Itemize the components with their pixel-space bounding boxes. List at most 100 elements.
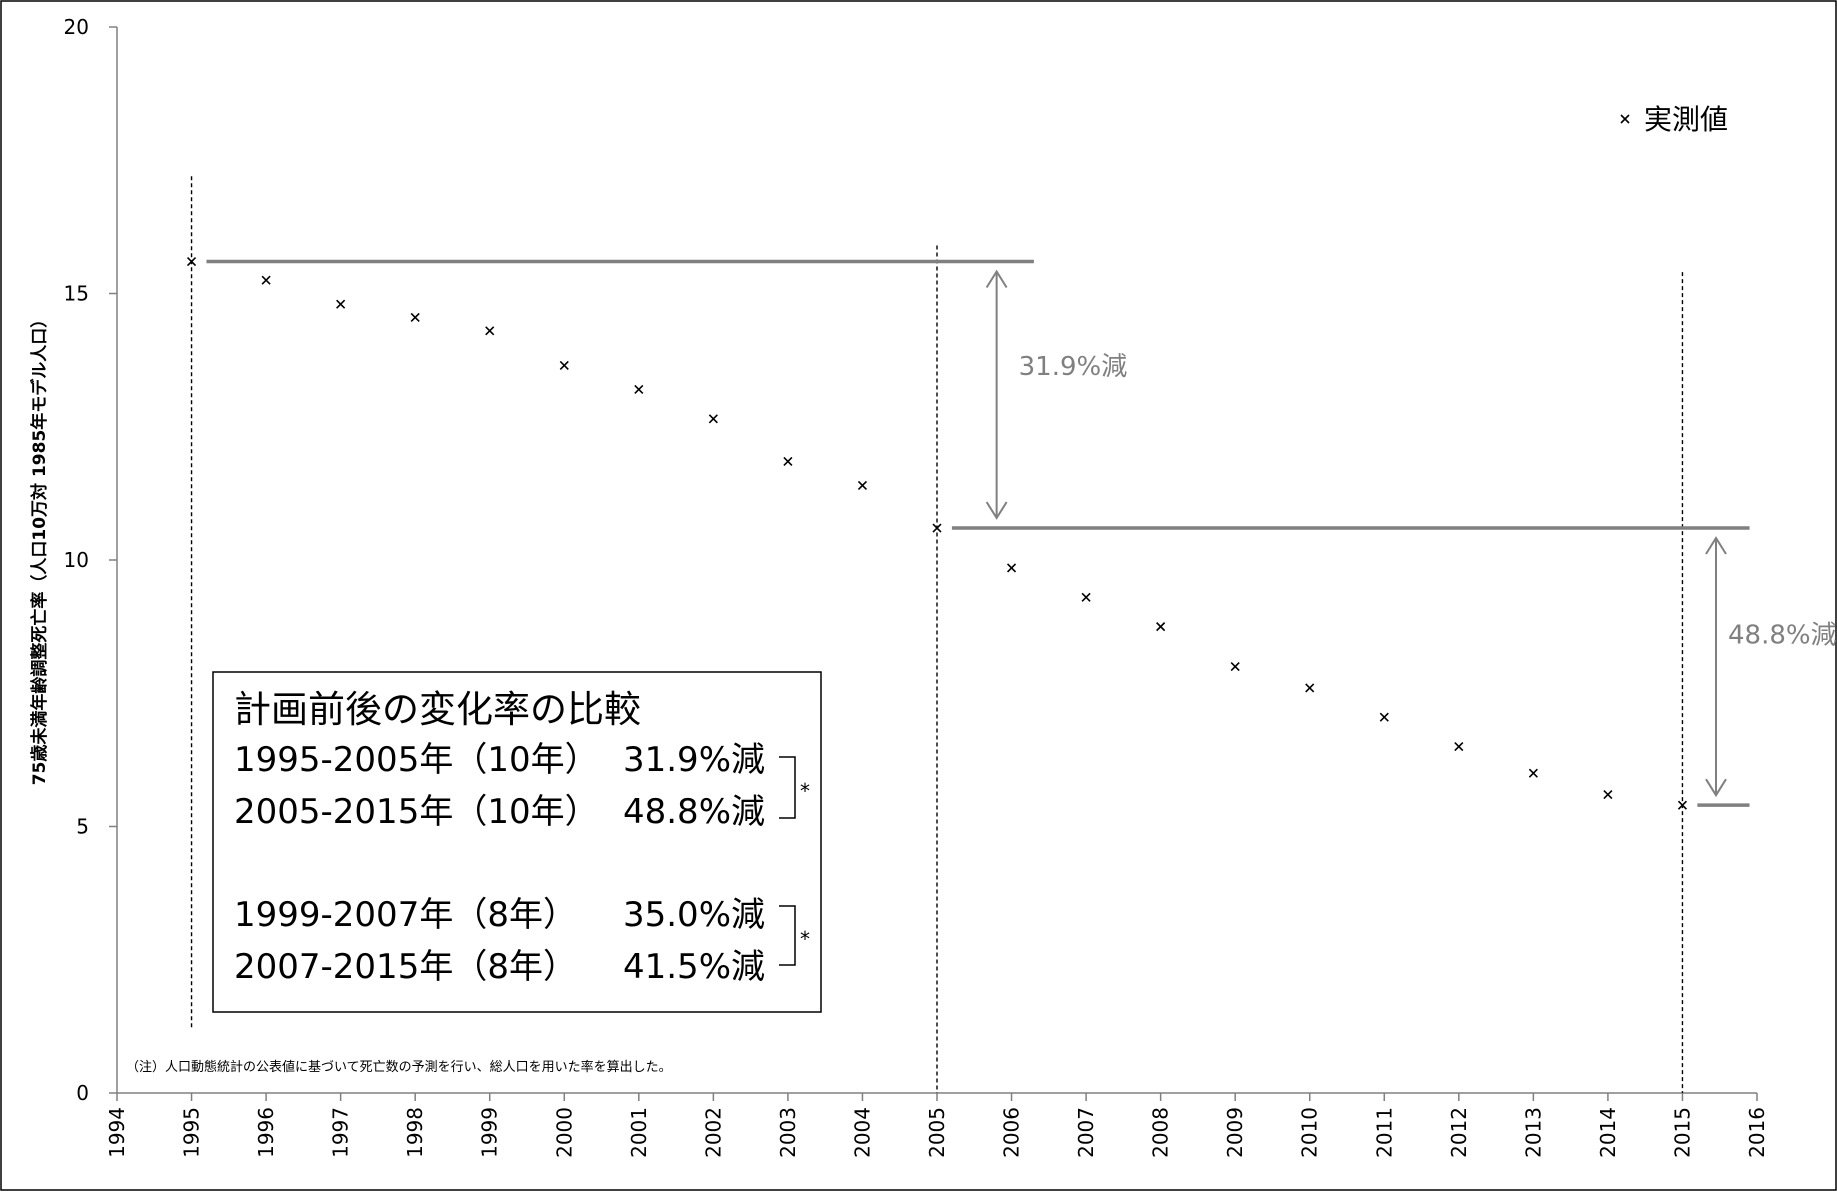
marker-stroke <box>634 384 644 395</box>
x-tick-label: 2016 <box>1745 1107 1769 1158</box>
summary-row-period: 2007-2015年（8年） <box>234 947 577 987</box>
significance-mark: * <box>800 927 810 951</box>
data-point <box>932 523 942 533</box>
y-tick-label: 20 <box>64 15 89 39</box>
marker-stroke <box>1677 800 1688 810</box>
y-tick-label: 0 <box>76 1081 89 1105</box>
legend-marker <box>1620 114 1630 124</box>
arrow-head-down <box>985 501 1008 520</box>
data-point <box>1528 768 1538 778</box>
data-point <box>559 360 569 371</box>
marker-stroke <box>186 256 197 267</box>
marker-stroke <box>410 312 420 323</box>
x-tick-label: 2003 <box>776 1107 800 1158</box>
y-tick-label: 10 <box>64 548 89 572</box>
summary-row-change: 41.5%減 <box>623 947 765 987</box>
significance-bracket <box>779 905 796 966</box>
data-point <box>1156 622 1166 632</box>
change-arrow: 31.9%減 <box>985 269 1128 520</box>
x-tick-label: 2007 <box>1074 1107 1098 1158</box>
x-tick-label: 2004 <box>850 1107 874 1158</box>
change-label: 48.8%減 <box>1728 621 1837 651</box>
summary-row-change: 48.8%減 <box>623 792 765 832</box>
summary-box-frame <box>212 671 822 1013</box>
marker-stroke <box>1454 741 1464 752</box>
summary-row-period: 1995-2005年（10年） <box>234 740 599 780</box>
data-point <box>186 256 197 267</box>
marker-stroke <box>932 523 942 533</box>
change-label: 31.9%減 <box>1019 352 1128 382</box>
data-markers <box>186 256 1688 810</box>
arrow-head-up <box>1705 536 1727 555</box>
summary-row-period: 2005-2015年（10年） <box>234 792 599 832</box>
data-point <box>1305 683 1315 693</box>
arrow-head-down <box>1705 778 1727 798</box>
summary-box: 計画前後の変化率の比較 1995-2005年（10年） 31.9%減 2005-… <box>212 671 822 1013</box>
marker-stroke <box>1156 622 1166 632</box>
significance-mark: * <box>800 779 810 803</box>
data-point <box>634 384 644 395</box>
x-tick-label: 1999 <box>478 1107 502 1158</box>
marker-stroke <box>1379 712 1389 722</box>
data-point <box>1454 741 1464 752</box>
marker-stroke <box>261 275 271 285</box>
data-point <box>857 480 868 490</box>
data-point <box>410 312 420 323</box>
x-tick-label: 2013 <box>1521 1107 1545 1158</box>
marker-stroke <box>485 326 495 336</box>
axes: 0 5 10 15 20 1994 1995 1996 1997 1998 1999 2000 2001… <box>64 15 1769 1158</box>
marker-stroke <box>559 360 569 371</box>
x-tick-label: 2011 <box>1372 1107 1396 1158</box>
summary-row-period: 1999-2007年（8年） <box>234 895 577 935</box>
data-point <box>1379 712 1389 722</box>
summary-row-change: 31.9%減 <box>623 740 765 780</box>
footnote: （注）人口動態統計の公表値に基づいて死亡数の予測を行い、総人口を用いた率を算出し… <box>126 1059 672 1075</box>
x-tick-label: 2015 <box>1670 1107 1694 1158</box>
marker-stroke <box>1006 563 1017 573</box>
x-tick-label: 2009 <box>1223 1107 1247 1158</box>
marker-stroke <box>1305 683 1315 693</box>
x-tick-label: 2010 <box>1298 1107 1322 1158</box>
legend-label: 実測値 <box>1644 103 1728 136</box>
marker-stroke <box>857 480 868 490</box>
change-annotations: 31.9%減 48.8%減 <box>985 269 1837 798</box>
data-point <box>336 299 346 309</box>
y-tick-label: 5 <box>76 815 89 839</box>
y-axis-title: 75歳未満年齢調整死亡率（人口10万対 1985年モデル人口） <box>29 311 50 786</box>
x-tick-label: 2006 <box>1000 1107 1024 1158</box>
significance-bracket <box>779 756 796 819</box>
x-tick-label: 1997 <box>329 1107 353 1158</box>
reference-lines <box>190 176 1750 1093</box>
data-point <box>1230 662 1240 672</box>
data-point <box>261 275 271 285</box>
summary-row-change: 35.0%減 <box>623 895 765 935</box>
data-point <box>1006 563 1017 573</box>
marker-stroke <box>708 414 718 424</box>
marker-stroke <box>783 456 793 466</box>
x-tick-label: 2008 <box>1149 1107 1173 1158</box>
summary-box-title: 計画前後の変化率の比較 <box>234 688 641 731</box>
change-arrow: 48.8%減 <box>1705 536 1837 798</box>
legend: 実測値 <box>1620 103 1728 136</box>
marker-stroke <box>1081 592 1091 602</box>
x-tick-label: 2000 <box>552 1107 576 1158</box>
x-tick-label: 1998 <box>403 1107 427 1158</box>
marker-stroke <box>336 299 346 309</box>
marker-stroke <box>1528 768 1538 778</box>
data-point <box>783 456 793 466</box>
marker-stroke <box>1230 662 1240 672</box>
x-tick-label: 2001 <box>627 1107 651 1158</box>
x-tick-label: 2012 <box>1447 1107 1471 1158</box>
x-tick-label: 2002 <box>701 1107 725 1158</box>
x-tick-label: 1994 <box>105 1107 129 1158</box>
data-point <box>1603 789 1613 800</box>
data-point <box>708 414 718 424</box>
x-tick-label: 2005 <box>925 1107 949 1158</box>
arrow-head-up <box>985 269 1008 289</box>
y-tick-label: 15 <box>64 282 89 306</box>
data-point <box>1081 592 1091 602</box>
data-point <box>1677 800 1688 810</box>
x-tick-label: 2014 <box>1596 1107 1620 1158</box>
